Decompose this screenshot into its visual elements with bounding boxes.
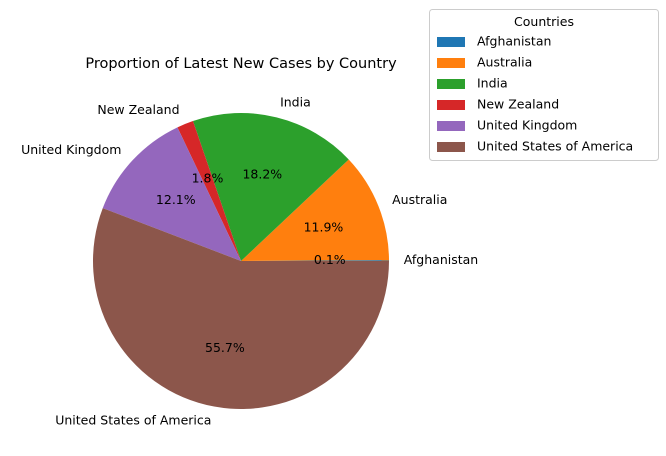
slice-labels: Afghanistan Australia India New Zealand Unit…: [21, 94, 478, 427]
legend-swatch-united-kingdom: [437, 121, 465, 131]
slice-australia: [241, 159, 389, 261]
legend-label-united-states-of-america: United States of America: [477, 139, 633, 154]
percent-label-united-kingdom: 12.1%: [156, 192, 196, 207]
legend: Countries Afghanistan Australia India New Z…: [429, 9, 659, 161]
slice-afghanistan: [241, 260, 389, 261]
legend-swatch-india: [437, 79, 465, 89]
percent-label-india: 18.2%: [242, 166, 282, 181]
slice-new-zealand: [177, 121, 241, 262]
legend-items: Afghanistan Australia India New Zealand Unit…: [437, 34, 633, 154]
legend-swatch-australia: [437, 58, 465, 68]
slice-label-united-kingdom: United Kingdom: [21, 142, 121, 157]
legend-swatch-united-states-of-america: [437, 142, 465, 152]
legend-swatch-new-zealand: [437, 100, 465, 110]
pie-slices: [93, 113, 390, 409]
legend-label-india: India: [477, 76, 508, 91]
legend-label-new-zealand: New Zealand: [477, 97, 559, 112]
slice-label-australia: Australia: [392, 192, 447, 207]
legend-frame: [429, 9, 659, 161]
legend-title: Countries: [514, 14, 574, 29]
legend-label-australia: Australia: [477, 55, 532, 70]
percent-label-new-zealand: 1.8%: [192, 170, 224, 185]
slice-label-afghanistan: Afghanistan: [404, 252, 478, 267]
legend-label-united-kingdom: United Kingdom: [477, 118, 577, 133]
chart-title: Proportion of Latest New Cases by Countr…: [85, 56, 397, 72]
percent-label-afghanistan: 0.1%: [314, 252, 346, 267]
slice-label-united-states-of-america: United States of America: [55, 413, 211, 428]
percent-labels: 0.1% 11.9% 18.2% 1.8% 12.1% 55.7%: [156, 166, 346, 355]
slice-united-states-of-america: [93, 208, 390, 409]
percent-label-australia: 11.9%: [304, 219, 344, 234]
slice-label-india: India: [280, 94, 311, 109]
legend-swatch-afghanistan: [437, 37, 465, 47]
slice-united-kingdom: [102, 127, 241, 261]
percent-label-united-states-of-america: 55.7%: [205, 340, 245, 355]
legend-label-afghanistan: Afghanistan: [477, 34, 551, 49]
slice-india: [192, 113, 349, 262]
slice-label-new-zealand: New Zealand: [97, 102, 179, 117]
